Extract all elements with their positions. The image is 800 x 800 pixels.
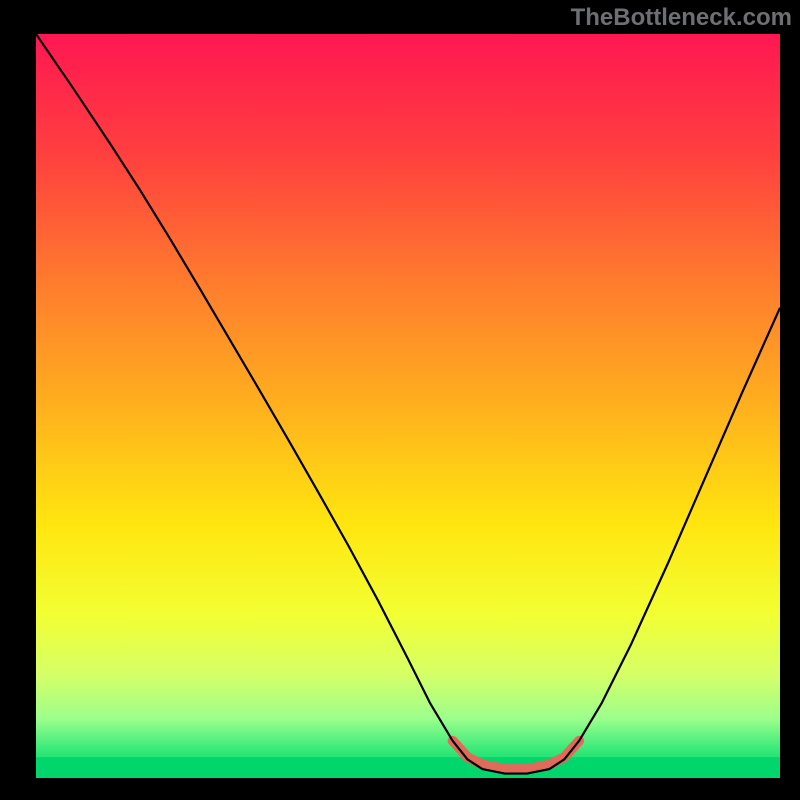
chart-frame: TheBottleneck.com bbox=[0, 0, 800, 800]
watermark-text: TheBottleneck.com bbox=[571, 4, 792, 32]
bottleneck-chart bbox=[0, 0, 800, 800]
plot-background bbox=[36, 34, 780, 778]
bottom-stripe bbox=[36, 757, 780, 778]
